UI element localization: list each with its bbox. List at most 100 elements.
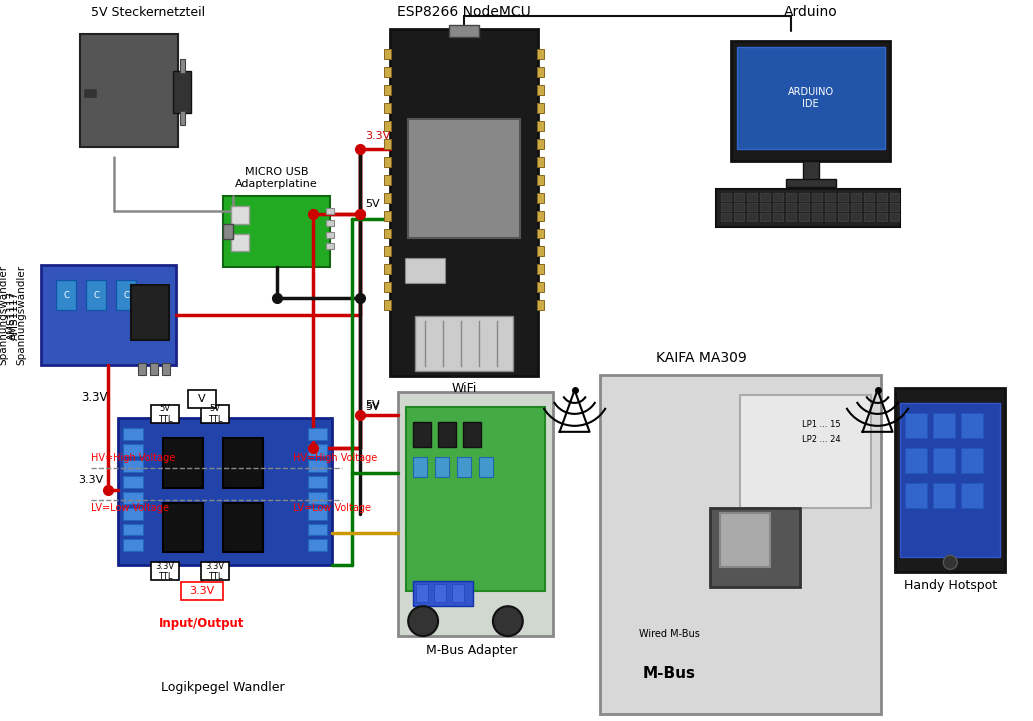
Bar <box>173 71 191 113</box>
Bar <box>123 444 144 456</box>
Bar <box>734 193 744 200</box>
Bar <box>326 231 335 237</box>
Bar <box>87 280 106 310</box>
Bar <box>413 422 431 447</box>
Bar <box>786 203 795 211</box>
Text: C: C <box>63 291 69 300</box>
Bar <box>934 448 956 473</box>
Bar <box>799 213 809 221</box>
Bar <box>180 59 185 73</box>
Bar <box>537 121 543 131</box>
Bar <box>123 492 144 503</box>
Bar <box>740 395 871 508</box>
Text: 5V
TTL: 5V TTL <box>208 404 222 423</box>
Bar <box>162 363 170 375</box>
Bar <box>457 456 471 477</box>
Bar <box>123 476 144 487</box>
Bar <box>877 193 886 200</box>
Bar <box>962 482 983 508</box>
Bar <box>384 300 392 310</box>
Bar <box>838 213 848 221</box>
Bar <box>537 247 543 257</box>
Bar <box>41 265 176 365</box>
Text: 3.3V: 3.3V <box>79 474 103 485</box>
Bar <box>850 193 860 200</box>
Bar <box>230 234 249 252</box>
Text: 3.3V
TTL: 3.3V TTL <box>156 562 175 581</box>
Bar <box>537 283 543 292</box>
Bar <box>838 193 848 200</box>
Bar <box>384 85 392 95</box>
Bar <box>537 174 543 185</box>
Text: Arduino: Arduino <box>784 5 838 19</box>
Bar <box>308 428 327 440</box>
Bar <box>716 189 901 226</box>
Bar <box>406 407 544 591</box>
Bar <box>449 25 479 37</box>
Bar <box>877 203 886 211</box>
Bar <box>416 584 428 602</box>
Bar <box>747 193 757 200</box>
Bar <box>773 213 783 221</box>
Bar <box>384 49 392 59</box>
Bar <box>151 405 179 423</box>
Bar <box>537 49 543 59</box>
Text: LP1 ... 15: LP1 ... 15 <box>802 420 841 429</box>
Bar <box>384 247 392 257</box>
Text: 3.3V: 3.3V <box>82 392 107 404</box>
Text: M-Bus: M-Bus <box>643 666 696 681</box>
Bar <box>906 413 928 438</box>
Bar <box>180 111 185 125</box>
Bar <box>123 508 144 520</box>
Bar <box>384 174 392 185</box>
Bar <box>760 193 770 200</box>
Bar <box>57 280 76 310</box>
Bar <box>889 193 900 200</box>
Bar <box>824 193 835 200</box>
Text: C: C <box>123 291 129 300</box>
Bar <box>773 193 783 200</box>
Text: Spannungswandler: Spannungswandler <box>17 265 27 366</box>
Bar <box>116 280 136 310</box>
Text: C: C <box>93 291 99 300</box>
Circle shape <box>943 555 958 570</box>
Bar <box>786 179 836 187</box>
Bar <box>223 438 262 487</box>
Bar <box>434 584 446 602</box>
Bar <box>799 203 809 211</box>
Bar <box>720 513 770 567</box>
Bar <box>326 208 335 213</box>
Bar <box>479 456 493 477</box>
Bar <box>123 460 144 472</box>
Bar <box>308 476 327 487</box>
Bar <box>760 213 770 221</box>
Bar <box>864 193 874 200</box>
Bar <box>84 88 97 98</box>
Bar <box>850 213 860 221</box>
Bar <box>721 193 731 200</box>
Bar <box>384 265 392 275</box>
Text: MICRO USB
Adapterplatine: MICRO USB Adapterplatine <box>236 167 318 189</box>
Bar <box>413 581 473 606</box>
Bar <box>773 203 783 211</box>
Bar <box>308 460 327 472</box>
Bar <box>799 193 809 200</box>
Bar <box>223 503 262 552</box>
Bar <box>163 438 202 487</box>
Bar <box>537 103 543 113</box>
Bar <box>384 156 392 167</box>
Text: LV=Low Voltage: LV=Low Voltage <box>91 503 169 513</box>
Bar <box>181 583 223 600</box>
Text: ARDUINO
IDE: ARDUINO IDE <box>788 87 834 109</box>
Text: KAIFA MA309: KAIFA MA309 <box>656 351 747 365</box>
Bar <box>326 244 335 249</box>
Text: LV=Low Voltage: LV=Low Voltage <box>292 503 371 513</box>
Bar <box>415 317 512 371</box>
Bar <box>710 508 800 588</box>
Bar <box>138 363 146 375</box>
Bar <box>384 103 392 113</box>
Bar <box>150 363 158 375</box>
Text: 5V: 5V <box>366 400 380 410</box>
Bar <box>452 584 464 602</box>
Text: V: V <box>198 394 206 404</box>
